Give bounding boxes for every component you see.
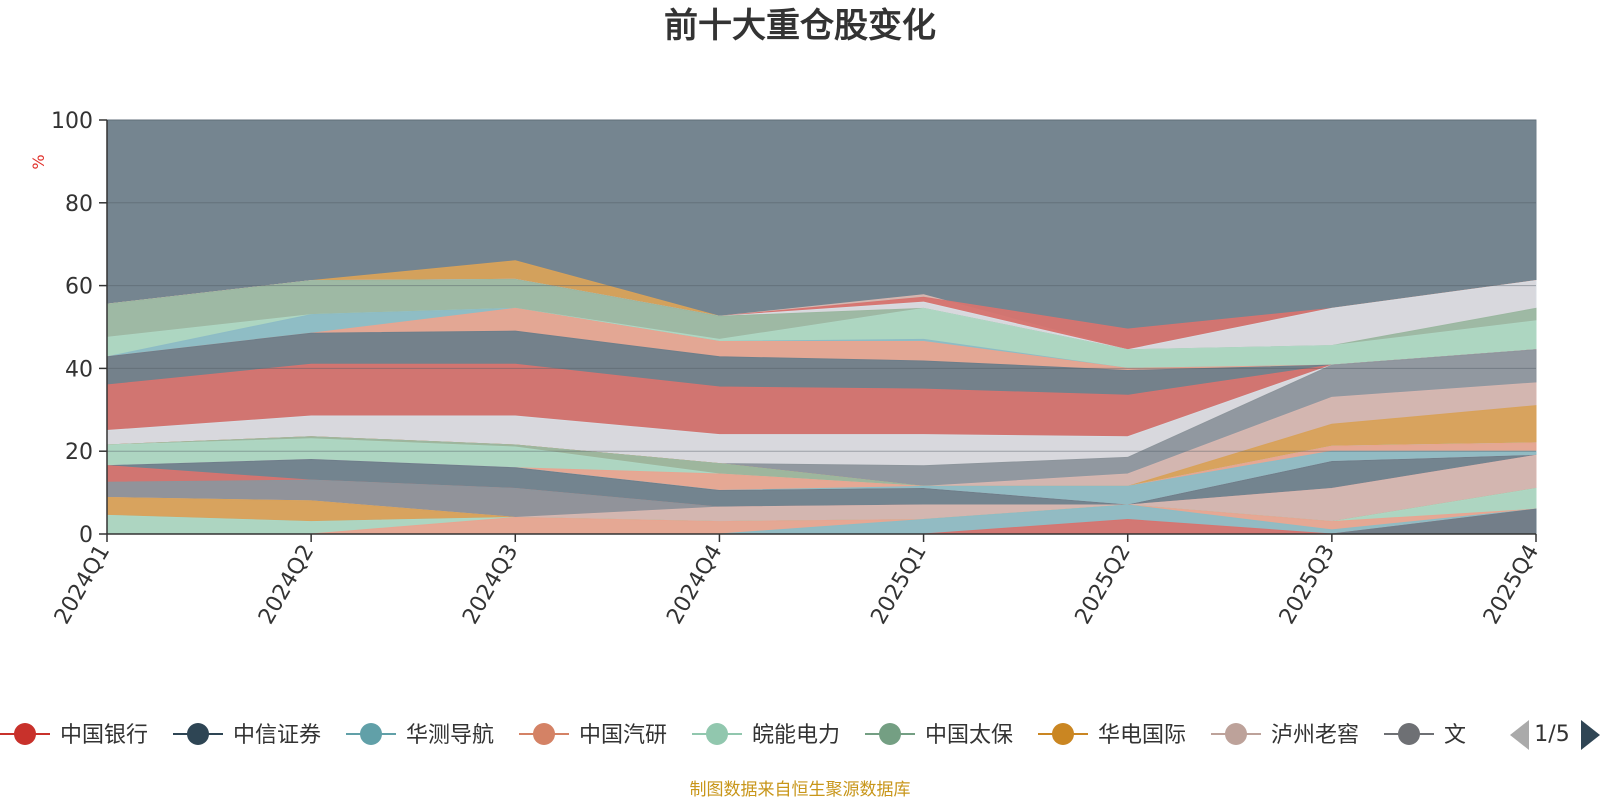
y-tick-labels: 0 20 40 60 80 100	[51, 109, 107, 548]
legend-label: 泸州老窖	[1271, 723, 1359, 748]
legend-next-page-icon[interactable]	[1581, 720, 1600, 750]
legend-marker-icon	[360, 723, 382, 745]
legend-item[interactable]: 皖能电力	[692, 723, 840, 748]
x-tick-label: 2024Q1	[50, 541, 115, 629]
legend-label: 中国银行	[60, 723, 148, 748]
y-tick-label: 40	[65, 357, 93, 382]
legend-item[interactable]: 华测导航	[346, 723, 494, 748]
legend-label: 皖能电力	[752, 723, 840, 748]
legend-label: 中国汽研	[579, 723, 667, 748]
legend-marker-icon	[187, 723, 209, 745]
y-tick-label: 20	[65, 440, 93, 465]
legend-marker-icon	[14, 723, 36, 745]
legend: 中国银行 中信证券 华测导航 中国汽研 皖能电力 中国太保 华电国际 泸州老窖 文	[0, 723, 1466, 748]
legend-item[interactable]: 中信证券	[173, 723, 321, 748]
x-tick-label: 2025Q3	[1275, 541, 1340, 629]
x-tick-label: 2024Q2	[254, 541, 319, 629]
area-layers	[106, 119, 1537, 535]
legend-marker-icon	[706, 723, 728, 745]
axes	[106, 120, 1536, 535]
legend-marker-icon	[1225, 723, 1247, 745]
legend-marker-icon	[1398, 723, 1420, 745]
legend-label: 华电国际	[1098, 723, 1186, 748]
y-axis-unit: %	[29, 154, 48, 169]
y-tick-label: 0	[79, 523, 93, 548]
legend-item[interactable]: 文	[1384, 723, 1466, 748]
chart-title: 前十大重仓股变化	[664, 6, 936, 46]
y-tick-label: 100	[51, 109, 93, 134]
legend-marker-icon	[879, 723, 901, 745]
legend-page-indicator: 1/5	[1534, 722, 1569, 747]
legend-marker-icon	[533, 723, 555, 745]
y-tick-label: 80	[65, 192, 93, 217]
grid-lines	[107, 119, 1536, 452]
legend-label: 中国太保	[925, 723, 1013, 748]
legend-item[interactable]: 华电国际	[1038, 723, 1186, 748]
legend-label: 华测导航	[406, 723, 494, 748]
x-tick-label: 2025Q2	[1071, 541, 1136, 629]
legend-prev-page-icon[interactable]	[1510, 720, 1529, 750]
legend-label: 文	[1444, 723, 1466, 748]
x-tick-label: 2025Q1	[866, 541, 931, 629]
legend-label: 中信证券	[233, 723, 321, 748]
x-tick-label: 2024Q4	[662, 541, 727, 629]
legend-item[interactable]: 中国太保	[865, 723, 1013, 748]
x-tick-labels: 2024Q1 2024Q2 2024Q3 2024Q4 2025Q1 2025Q2 2025…	[50, 534, 1544, 629]
legend-item[interactable]: 中国汽研	[519, 723, 667, 748]
legend-items: 中国银行 中信证券 华测导航 中国汽研 皖能电力 中国太保 华电国际 泸州老窖 文	[0, 723, 1466, 748]
legend-item[interactable]: 泸州老窖	[1211, 723, 1359, 748]
legend-item[interactable]: 中国银行	[0, 723, 148, 748]
x-tick-label: 2024Q3	[458, 541, 523, 629]
legend-marker-icon	[1052, 723, 1074, 745]
x-tick-label: 2025Q4	[1479, 541, 1544, 629]
data-source-note: 制图数据来自恒生聚源数据库	[690, 780, 911, 800]
legend-pager: 1/5	[1510, 720, 1600, 750]
y-tick-label: 60	[65, 275, 93, 300]
